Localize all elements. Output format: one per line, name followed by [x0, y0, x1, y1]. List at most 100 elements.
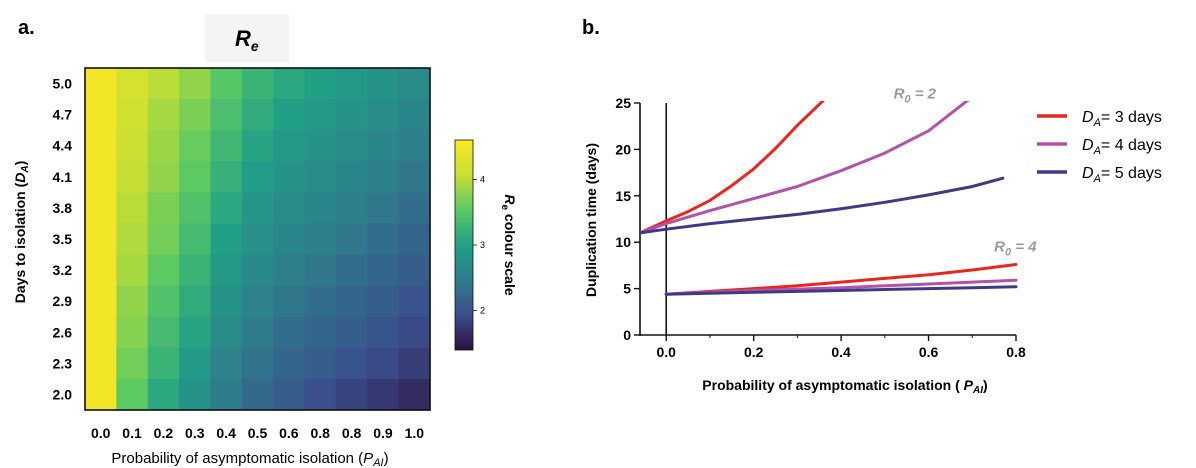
- heatmap-y-tick-label: 4.1: [53, 169, 73, 185]
- heatmap-cell: [241, 68, 274, 100]
- legend-label: DA= 4 days: [1082, 137, 1162, 157]
- heatmap-cell: [116, 347, 149, 380]
- heatmap-cell: [304, 285, 337, 318]
- series-line: [640, 101, 825, 235]
- legend-label-symbol: D: [1082, 137, 1094, 154]
- series-line: [640, 176, 1005, 235]
- heatmap-cell: [335, 254, 368, 287]
- r0-annotation-value: = 4: [1011, 238, 1037, 255]
- line-chart-y-axis-label: Duplication time (days): [583, 143, 599, 297]
- heatmap-cell: [85, 161, 117, 193]
- colorbar-tick-label: 4: [480, 174, 485, 184]
- heatmap-cell: [367, 347, 400, 380]
- heatmap-cell: [367, 99, 400, 131]
- heatmap-cell: [210, 347, 243, 380]
- heatmap-cell: [116, 161, 149, 193]
- heatmap-cell: [398, 161, 431, 193]
- heatmap-cell: [179, 68, 212, 100]
- legend-label-subscript: A: [1093, 117, 1101, 129]
- heatmap-cell: [147, 192, 180, 225]
- y-tick-label: 15: [615, 188, 631, 204]
- heatmap-cell: [367, 223, 400, 256]
- line-chart-series: [640, 101, 1018, 296]
- heatmap-cell: [179, 285, 212, 318]
- panel-b-label: b.: [582, 17, 600, 39]
- heatmap-y-axis-label: Days to isolation (DA): [12, 161, 31, 304]
- heatmap-cell: [304, 192, 337, 225]
- heatmap-cell: [210, 99, 243, 131]
- heatmap-cell: [273, 285, 306, 318]
- heatmap-cell: [116, 316, 149, 349]
- heatmap-cell: [335, 223, 368, 256]
- colorbar-label: Re colour scale: [499, 194, 518, 295]
- heatmap-x-tick-label: 1.0: [405, 425, 425, 441]
- heatmap-cell: [179, 347, 212, 380]
- legend-label-text: = 5 days: [1101, 165, 1162, 182]
- heatmap-cell: [273, 378, 306, 411]
- heatmap-cell: [398, 99, 431, 131]
- heatmap-cell: [398, 130, 431, 162]
- r0-annotation-symbol: R: [994, 238, 1005, 255]
- heatmap-cell: [335, 130, 368, 162]
- heatmap-cell: [335, 68, 368, 100]
- y-tick-label: 20: [615, 141, 631, 157]
- heatmap-cell: [304, 254, 337, 287]
- heatmap-cell: [179, 316, 212, 349]
- heatmap-cell: [241, 285, 274, 318]
- heatmap-y-tick-label: 4.4: [53, 138, 73, 154]
- line-chart-axes: 0 5 10 15 20 25 0.0 0.2 0.4 0.6 0.8: [615, 95, 1026, 360]
- r0-annotation: R0 = 2: [894, 85, 937, 105]
- heatmap-cell: [335, 316, 368, 349]
- legend-label-text: = 4 days: [1101, 137, 1162, 154]
- heatmap-cell: [304, 99, 337, 131]
- heatmap-cell: [273, 192, 306, 225]
- heatmap-cell: [179, 378, 212, 411]
- heatmap-cell: [367, 285, 400, 318]
- heatmap-cell: [273, 316, 306, 349]
- heatmap-cell: [367, 130, 400, 162]
- series-line: [664, 285, 1018, 296]
- heatmap-cell: [241, 192, 274, 225]
- heatmap-cell: [304, 161, 337, 193]
- heatmap-y-tick-label: 2.9: [53, 293, 73, 309]
- heatmap-x-ticks: 0.0 0.1 0.2 0.3 0.4 0.5 0.6 0.8 0.8 0.9 1.0: [91, 425, 424, 441]
- heatmap: [84, 67, 431, 411]
- r0-annotation-subscript: 0: [1005, 246, 1012, 258]
- heatmap-cell: [210, 254, 243, 287]
- heatmap-cell: [367, 254, 400, 287]
- heatmap-x-tick-label: 0.8: [342, 425, 362, 441]
- heatmap-cell: [210, 161, 243, 193]
- heatmap-cell: [273, 130, 306, 162]
- heatmap-title: Re: [235, 26, 259, 54]
- heatmap-cell: [116, 192, 149, 225]
- y-tick-label: 5: [623, 281, 631, 297]
- heatmap-cell: [85, 68, 117, 100]
- r0-annotation-symbol: R: [894, 85, 905, 102]
- heatmap-cell: [210, 378, 243, 411]
- heatmap-cell: [367, 316, 400, 349]
- heatmap-cell: [273, 161, 306, 193]
- legend-label: DA= 5 days: [1082, 165, 1162, 185]
- heatmap-cell: [367, 192, 400, 225]
- heatmap-cell: [116, 99, 149, 131]
- heatmap-cell: [304, 378, 337, 411]
- heatmap-cell: [241, 254, 274, 287]
- heatmap-cell: [179, 130, 212, 162]
- colorbar-ticks: 2 3 4: [473, 174, 485, 316]
- heatmap-y-tick-label: 4.7: [53, 107, 73, 123]
- heatmap-x-tick-label: 0.2: [154, 425, 174, 441]
- heatmap-cell: [273, 254, 306, 287]
- heatmap-cell: [210, 223, 243, 256]
- heatmap-cell: [147, 254, 180, 287]
- heatmap-cell: [273, 68, 306, 100]
- heatmap-cell: [85, 285, 117, 318]
- x-tick-label: 0.6: [919, 344, 939, 360]
- heatmap-cell: [304, 223, 337, 256]
- heatmap-cell: [241, 130, 274, 162]
- heatmap-cell: [85, 130, 117, 162]
- heatmap-cell: [398, 68, 431, 100]
- heatmap-cell: [335, 161, 368, 193]
- colorbar: [454, 139, 474, 351]
